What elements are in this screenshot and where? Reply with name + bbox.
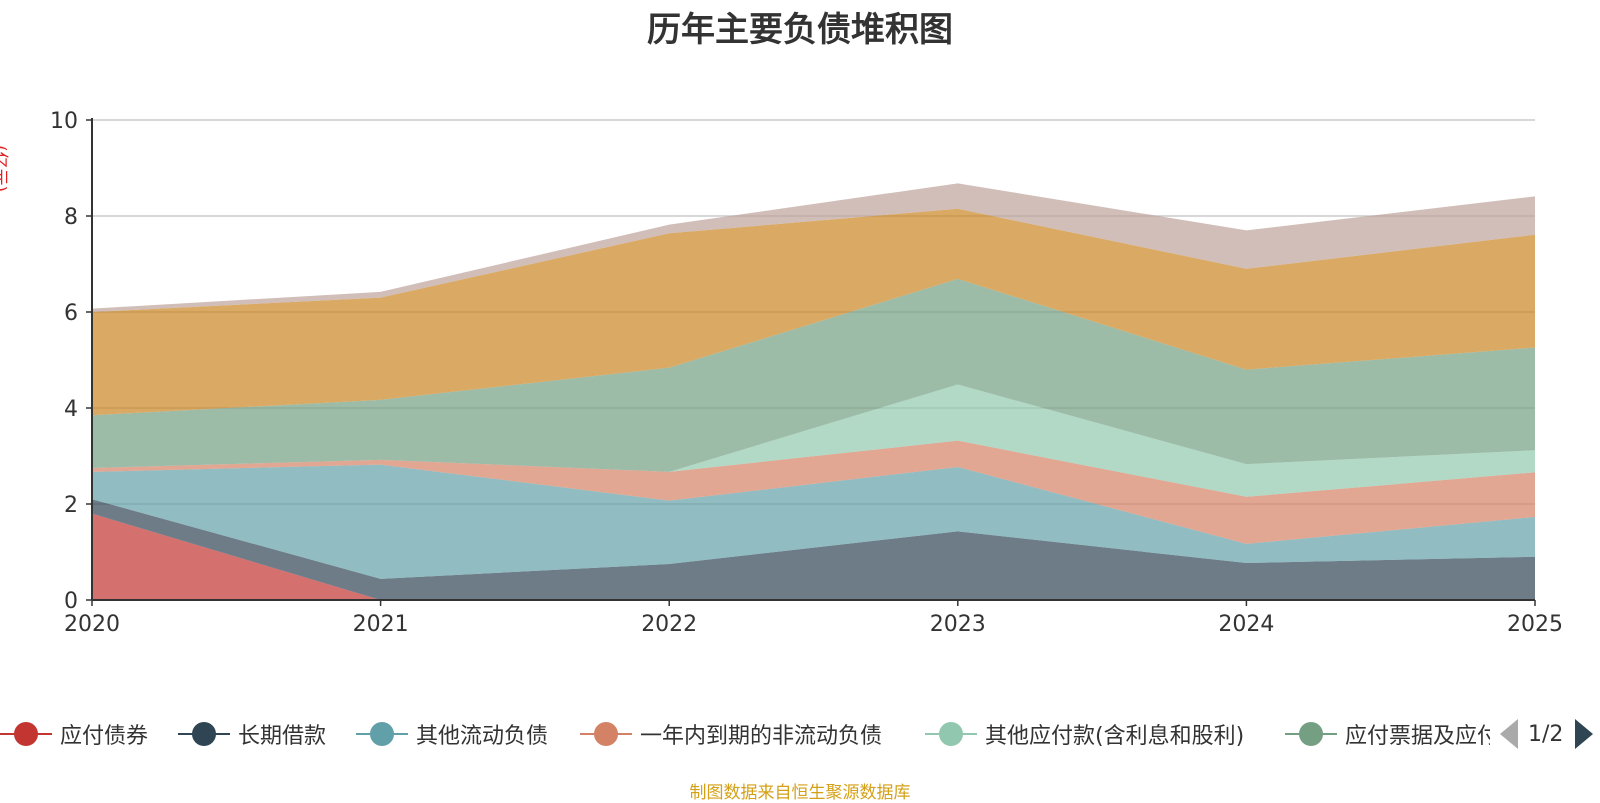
legend-marker-icon — [580, 721, 632, 747]
y-tick-label-3: 6 — [64, 301, 78, 326]
area-series-0[interactable] — [92, 513, 1535, 600]
legend-item-4[interactable]: 其他应付款(含利息和股利) — [925, 712, 1244, 756]
legend-prev-page-icon[interactable] — [1500, 719, 1518, 749]
area-series-5[interactable] — [92, 278, 1535, 472]
area-series-7[interactable] — [92, 183, 1535, 312]
legend: 应付债券 长期借款 其他流动负债 一年内到期的非流动负债 其他应付款(含利息和股利) 应付… — [0, 712, 1600, 756]
legend-items-viewport: 应付债券 长期借款 其他流动负债 一年内到期的非流动负债 其他应付款(含利息和股利) 应付… — [0, 712, 1490, 756]
x-tick-label-4: 2024 — [1218, 612, 1274, 637]
area-series-1[interactable] — [92, 499, 1535, 600]
legend-item-1[interactable]: 长期借款 — [178, 712, 326, 756]
area-series-2[interactable] — [92, 464, 1535, 579]
legend-next-page-icon[interactable] — [1575, 719, 1594, 749]
legend-item-2[interactable]: 其他流动负债 — [356, 712, 548, 756]
data-source-note: 制图数据来自恒生聚源数据库 — [689, 783, 911, 803]
legend-item-label: 其他流动负债 — [416, 724, 549, 749]
area-series-6[interactable] — [92, 208, 1535, 416]
chart-title: 历年主要负债堆积图 — [647, 10, 953, 50]
x-tick-label-0: 2020 — [64, 612, 120, 637]
y-tick-label-0: 0 — [64, 589, 78, 614]
x-tick-label-1: 2021 — [353, 612, 409, 637]
y-tick-label-5: 10 — [50, 109, 78, 134]
legend-pager: 1/2 — [1500, 712, 1594, 756]
legend-item-3[interactable]: 一年内到期的非流动负债 — [580, 712, 882, 756]
legend-page-indicator: 1/2 — [1528, 721, 1564, 747]
legend-item-label: 应付债券 — [60, 724, 149, 749]
area-series-3[interactable] — [92, 440, 1535, 544]
area-series — [92, 183, 1535, 600]
legend-item-label: 一年内到期的非流动负债 — [640, 724, 883, 749]
legend-marker-icon — [1285, 721, 1337, 747]
legend-item-0[interactable]: 应付债券 — [0, 712, 148, 756]
axes: 0 2 4 6 8 10 2020 2021 2022 2023 2024 2025 — [50, 109, 1563, 637]
y-tick-label-2: 4 — [64, 397, 78, 422]
legend-item-label: 其他应付款(含利息和股利) — [985, 724, 1245, 749]
stacked-area-chart: 0 2 4 6 8 10 2020 2021 2022 2023 2024 2025 — [50, 109, 1563, 637]
legend-marker-icon — [178, 721, 230, 747]
y-tick-label-1: 2 — [64, 493, 78, 518]
x-tick-label-3: 2023 — [930, 612, 986, 637]
legend-marker-icon — [356, 721, 408, 747]
legend-marker-icon — [0, 721, 52, 747]
x-tick-label-5: 2025 — [1507, 612, 1563, 637]
legend-item-label: 应付票据及应付账款 — [1345, 724, 1490, 749]
area-series-4[interactable] — [92, 384, 1535, 497]
y-tick-label-4: 8 — [64, 205, 78, 230]
legend-marker-icon — [925, 721, 977, 747]
legend-item-5[interactable]: 应付票据及应付账款 — [1285, 712, 1490, 756]
x-tick-label-2: 2022 — [641, 612, 697, 637]
legend-item-label: 长期借款 — [238, 724, 327, 749]
